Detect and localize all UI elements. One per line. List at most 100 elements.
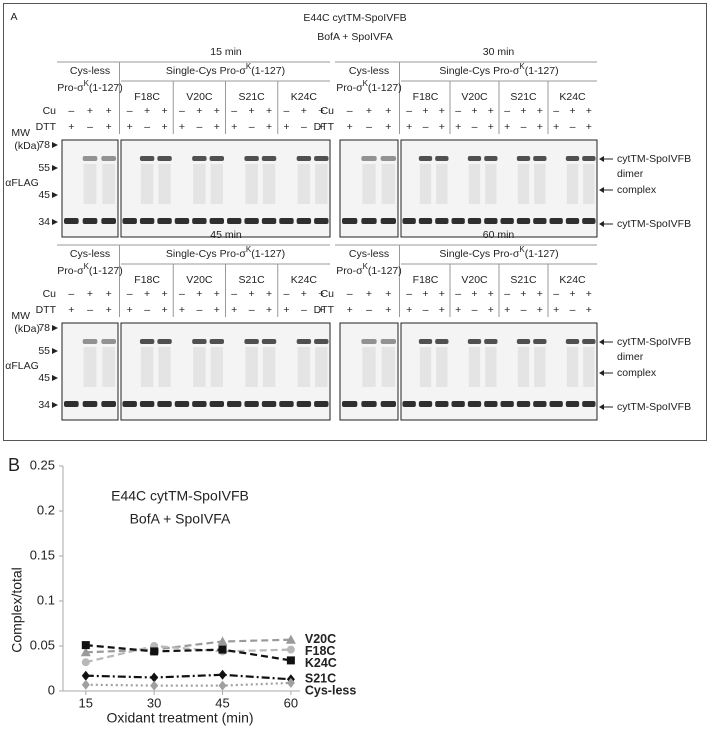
marker: [81, 670, 90, 681]
dtt-sign: –: [570, 304, 576, 316]
band-label: complex: [617, 367, 657, 379]
cu-sign: –: [179, 288, 185, 300]
cu-sign: +: [161, 105, 167, 117]
band-monomer: [82, 218, 98, 224]
band-dimer: [361, 339, 377, 344]
cys-less-label: Cys-less: [349, 65, 389, 77]
dtt-sign: +: [161, 304, 167, 316]
dtt-sign: +: [179, 304, 185, 316]
pro-sigma-label: Pro-σK(1-127): [57, 262, 123, 277]
cu-sign: –: [406, 105, 412, 117]
kda-label: (kDa): [14, 323, 40, 335]
smear: [140, 164, 154, 204]
series-label: F18C: [305, 644, 336, 658]
band-monomer: [565, 401, 580, 407]
band-dimer: [533, 156, 547, 161]
timepoint: 15 min: [210, 46, 242, 58]
cu-sign: +: [586, 288, 592, 300]
cu-sign: +: [569, 288, 575, 300]
marker: [218, 680, 227, 691]
y-tick-label: 0.05: [30, 637, 55, 652]
dtt-sign: +: [488, 121, 494, 133]
band-dimer: [101, 156, 116, 161]
smear: [158, 164, 171, 204]
marker: [81, 658, 90, 667]
blot-single-cys: [400, 322, 598, 421]
smear: [140, 347, 154, 387]
group-label: S21C: [238, 274, 265, 286]
marker: [286, 656, 295, 665]
cu-label: Cu: [43, 288, 57, 300]
dtt-sign: –: [423, 304, 429, 316]
band-monomer: [209, 401, 224, 407]
cu-sign: +: [366, 105, 372, 117]
band-monomer: [157, 401, 172, 407]
pro-suffix: (1-127): [525, 65, 559, 77]
blot-single-cys: [120, 139, 331, 238]
band-dimer: [565, 339, 580, 344]
band-monomer: [361, 401, 377, 407]
dtt-sign: –: [301, 304, 307, 316]
dtt-sign: +: [455, 121, 461, 133]
band-monomer: [582, 218, 596, 224]
cu-sign: –: [455, 288, 461, 300]
marker: [285, 634, 296, 644]
cu-label: Cu: [321, 288, 335, 300]
band-monomer: [192, 401, 207, 407]
cu-sign: +: [520, 288, 526, 300]
band-label: complex: [617, 184, 657, 196]
dtt-sign: –: [521, 121, 527, 133]
cu-sign: +: [318, 105, 324, 117]
band-monomer: [279, 218, 294, 224]
cu-sign: +: [266, 105, 272, 117]
y-tick-label: 0.1: [37, 592, 55, 607]
smear: [262, 164, 276, 204]
pro-sigma-label: Pro-σK(1-127): [57, 79, 123, 94]
dtt-sign: +: [68, 304, 74, 316]
band-dimer: [418, 339, 433, 344]
series-line: [85, 644, 292, 662]
dtt-sign: –: [249, 121, 255, 133]
marker: [81, 641, 90, 650]
arrow-head: [599, 187, 604, 193]
x-tick-label: 15: [79, 695, 93, 710]
dtt-sign: +: [214, 304, 220, 316]
cu-sign: +: [196, 288, 202, 300]
smear: [362, 164, 376, 204]
series-line: [85, 644, 291, 664]
mw-marker: 45: [38, 189, 50, 201]
cu-sign: –: [68, 105, 74, 117]
smear: [485, 347, 497, 387]
cu-sign: +: [471, 288, 477, 300]
cu-sign: +: [301, 288, 307, 300]
dtt-sign: +: [439, 304, 445, 316]
y-tick-label: 0.25: [30, 457, 55, 472]
mw-marker: 55: [38, 162, 50, 174]
cu-label: Cu: [321, 105, 335, 117]
smear: [583, 164, 595, 204]
band-monomer: [418, 401, 433, 407]
series-label: Cys-less: [305, 684, 356, 698]
band-dimer: [435, 339, 449, 344]
band-monomer: [467, 401, 482, 407]
mw-arrow: [52, 219, 58, 225]
pro-sup: K: [363, 79, 369, 88]
cu-sign: –: [406, 288, 412, 300]
cu-sign: +: [385, 288, 391, 300]
band-dimer: [467, 339, 482, 344]
cu-sign: –: [127, 105, 133, 117]
band-monomer: [64, 218, 79, 224]
band-monomer: [139, 218, 155, 224]
panel-a: A E44C cytTM-SpoIVFB BofA + SpoIVFA 15 min C…: [3, 3, 707, 441]
band-dimer: [380, 339, 396, 344]
smear: [566, 347, 579, 387]
dtt-sign: +: [283, 304, 289, 316]
band-dimer: [296, 339, 312, 344]
panel-label: B: [8, 455, 20, 475]
cu-sign: +: [106, 288, 112, 300]
antibody-label: αFLAG: [5, 360, 39, 372]
band-label: cytTM-SpoIVFB: [617, 153, 691, 165]
dtt-sign: +: [455, 304, 461, 316]
marker: [286, 645, 295, 654]
band-monomer: [402, 401, 416, 407]
